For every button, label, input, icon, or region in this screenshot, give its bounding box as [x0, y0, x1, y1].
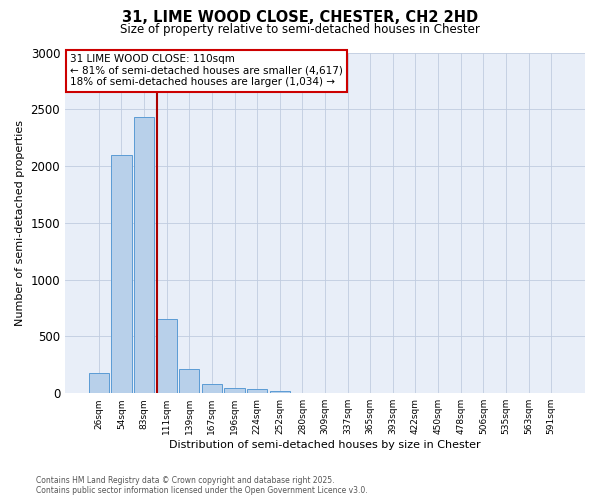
Bar [157, 320, 177, 393]
Text: Size of property relative to semi-detached houses in Chester: Size of property relative to semi-detach… [120, 22, 480, 36]
Bar [247, 389, 268, 393]
Y-axis label: Number of semi-detached properties: Number of semi-detached properties [15, 120, 25, 326]
Bar [224, 388, 245, 393]
Text: Contains HM Land Registry data © Crown copyright and database right 2025.
Contai: Contains HM Land Registry data © Crown c… [36, 476, 368, 495]
Bar [202, 384, 222, 393]
Text: 31, LIME WOOD CLOSE, CHESTER, CH2 2HD: 31, LIME WOOD CLOSE, CHESTER, CH2 2HD [122, 10, 478, 25]
Bar [134, 117, 154, 393]
Bar [89, 374, 109, 393]
Bar [269, 391, 290, 393]
Bar [111, 154, 131, 393]
Text: 31 LIME WOOD CLOSE: 110sqm
← 81% of semi-detached houses are smaller (4,617)
18%: 31 LIME WOOD CLOSE: 110sqm ← 81% of semi… [70, 54, 343, 88]
X-axis label: Distribution of semi-detached houses by size in Chester: Distribution of semi-detached houses by … [169, 440, 481, 450]
Bar [179, 369, 199, 393]
